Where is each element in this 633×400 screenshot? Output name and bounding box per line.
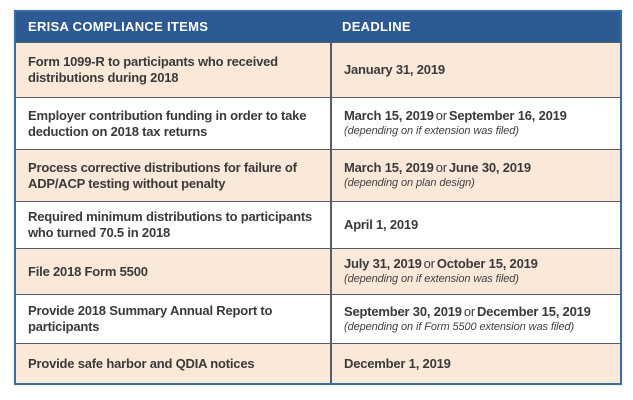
compliance-item-text: Provide safe harbor and QDIA notices <box>28 355 255 371</box>
deadline-secondary-date: December 15, 2019 <box>476 303 591 319</box>
deadline-or-text: or <box>423 256 435 272</box>
table-header-row: ERISA COMPLIANCE ITEMS DEADLINE <box>16 12 620 42</box>
deadline-cell: December 1, 2019 <box>330 344 620 383</box>
compliance-item-cell: Form 1099-R to participants who received… <box>16 43 330 97</box>
deadline-primary-date: March 15, 2019 <box>344 160 434 176</box>
compliance-item-cell: Provide 2018 Summary Annual Report to pa… <box>16 295 330 343</box>
deadline-cell: January 31, 2019 <box>330 43 620 97</box>
deadline-note: (depending on if extension was filed) <box>344 273 519 286</box>
table-row: File 2018 Form 5500 July 31, 2019 or Octob… <box>16 248 620 294</box>
header-cell-deadline: DEADLINE <box>342 18 411 34</box>
deadline-cell: March 15, 2019 or June 30, 2019 (depending… <box>330 150 620 201</box>
compliance-item-cell: Provide safe harbor and QDIA notices <box>16 344 330 383</box>
deadline-cell: April 1, 2019 <box>330 202 620 248</box>
compliance-item-cell: File 2018 Form 5500 <box>16 249 330 294</box>
compliance-item-text: File 2018 Form 5500 <box>28 263 148 279</box>
deadline-note: (depending on plan design) <box>344 177 475 190</box>
compliance-item-text: Process corrective distributions for fai… <box>28 159 297 191</box>
erisa-compliance-table: ERISA COMPLIANCE ITEMS DEADLINE Form 109… <box>14 10 622 385</box>
deadline-line: April 1, 2019 <box>344 217 610 233</box>
deadline-or-text: or <box>463 303 475 319</box>
deadline-cell: March 15, 2019 or September 16, 2019 (depe… <box>330 98 620 149</box>
deadline-primary-date: December 1, 2019 <box>344 355 451 371</box>
deadline-note: (depending on if Form 5500 extension was… <box>344 320 575 333</box>
deadline-line: January 31, 2019 <box>344 62 610 78</box>
deadline-line: March 15, 2019 or September 16, 2019 <box>344 108 610 124</box>
compliance-item-cell: Required minimum distributions to partic… <box>16 202 330 248</box>
compliance-item-text: Employer contribution funding in order t… <box>28 107 307 139</box>
deadline-line: March 15, 2019 or June 30, 2019 <box>344 160 610 176</box>
table-row: Provide safe harbor and QDIA notices Dec… <box>16 343 620 383</box>
deadline-primary-date: April 1, 2019 <box>344 217 418 233</box>
table-row: Employer contribution funding in order t… <box>16 97 620 149</box>
compliance-item-text: Required minimum distributions to partic… <box>28 209 313 240</box>
table-row: Form 1099-R to participants who received… <box>16 42 620 97</box>
compliance-item-text: Form 1099-R to participants who received… <box>28 54 278 85</box>
deadline-primary-date: July 31, 2019 <box>344 256 422 272</box>
deadline-cell: July 31, 2019 or October 15, 2019 (dependi… <box>330 249 620 294</box>
deadline-primary-date: January 31, 2019 <box>344 62 445 78</box>
deadline-primary-date: September 30, 2019 <box>344 303 462 319</box>
table-row: Process corrective distributions for fai… <box>16 149 620 201</box>
deadline-cell: September 30, 2019 or December 15, 2019 (d… <box>330 295 620 343</box>
table-row: Required minimum distributions to partic… <box>16 201 620 248</box>
compliance-item-cell: Employer contribution funding in order t… <box>16 98 330 149</box>
deadline-line: July 31, 2019 or October 15, 2019 <box>344 256 610 272</box>
deadline-or-text: or <box>435 108 447 124</box>
compliance-item-cell: Process corrective distributions for fai… <box>16 150 330 201</box>
deadline-or-text: or <box>435 160 447 176</box>
compliance-item-text: Provide 2018 Summary Annual Report to pa… <box>28 303 273 334</box>
deadline-line: September 30, 2019 or December 15, 2019 <box>344 304 610 320</box>
deadline-secondary-date: October 15, 2019 <box>436 256 538 272</box>
table-row: Provide 2018 Summary Annual Report to pa… <box>16 294 620 343</box>
deadline-secondary-date: June 30, 2019 <box>448 160 531 176</box>
deadline-note: (depending on if extension was filed) <box>344 125 519 138</box>
deadline-primary-date: March 15, 2019 <box>344 108 434 124</box>
header-cell-compliance-items: ERISA COMPLIANCE ITEMS <box>28 18 209 34</box>
deadline-secondary-date: September 16, 2019 <box>448 108 567 124</box>
deadline-line: December 1, 2019 <box>344 356 610 372</box>
